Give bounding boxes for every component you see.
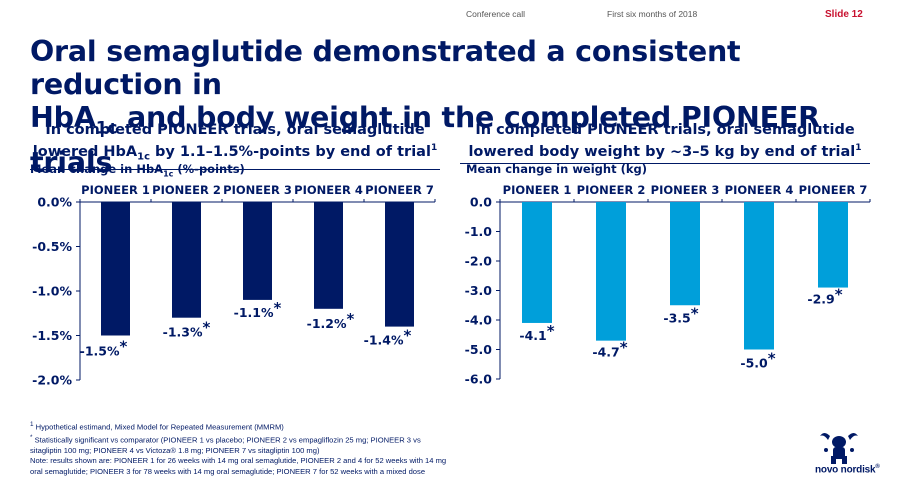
bar	[172, 202, 201, 318]
data-label: -5.0*	[740, 350, 775, 371]
right-heading-text: lowered body weight by ~3–5 kg by end of…	[468, 143, 856, 160]
significance-star: *	[835, 286, 843, 304]
title-line-2: HbA1c and body weight in the completed P…	[30, 101, 880, 179]
left-heading-sub: 1c	[137, 151, 150, 163]
right-heading-line-2: lowered body weight by ~3–5 kg by end of…	[460, 139, 870, 161]
data-label: -2.9*	[807, 286, 842, 307]
footnote-1-text: Hypothetical estimand, Mixed Model for R…	[33, 422, 284, 432]
bar	[596, 202, 626, 341]
logo-wordmark: novo nordisk®	[815, 464, 880, 475]
logo-registered-mark: ®	[875, 464, 880, 470]
left-heading-line-1: In completed PIONEER trials, oral semagl…	[45, 122, 425, 138]
y-tick-label: -3.0	[465, 283, 493, 298]
right-heading-footnote-mark: 1	[855, 143, 862, 153]
right-axis-title: Mean change in weight (kg)	[466, 162, 647, 176]
category-label: PIONEER 1	[503, 183, 572, 197]
y-tick-label: -4.0	[465, 313, 493, 328]
category-label: PIONEER 7	[365, 183, 434, 197]
bar	[385, 202, 414, 327]
significance-star: *	[768, 350, 776, 368]
title-rest: and body weight in the completed PIONEER…	[30, 101, 820, 179]
footnote-1-mark: 1	[30, 421, 34, 428]
footnote-2: * Statistically significant vs comparato…	[30, 433, 450, 456]
category-label: PIONEER 2	[577, 183, 646, 197]
data-label: -4.1*	[519, 322, 554, 343]
bar	[101, 202, 130, 336]
category-label: PIONEER 1	[81, 183, 150, 197]
left-heading-post: by 1.1–1.5%-points by end of trial	[150, 143, 431, 160]
y-tick-label: -0.5%	[32, 239, 72, 254]
conference-label: Conference call	[466, 9, 526, 19]
data-label: -1.3%*	[163, 319, 211, 340]
data-label: -1.4%*	[364, 327, 412, 348]
left-heading-footnote-mark: 1	[430, 143, 438, 153]
y-tick-label: -6.0	[465, 372, 493, 387]
hba1c-bar-chart: 0.0% -0.5% -1.0% -1.5% -2.0% PIONEER 1 -1.5%* P…	[32, 183, 436, 388]
bar	[744, 202, 774, 350]
category-label: PIONEER 7	[799, 183, 868, 197]
y-tick-label: -1.5%	[32, 328, 72, 343]
period-label: First six months of 2018	[607, 9, 698, 19]
significance-star: *	[274, 299, 282, 317]
y-tick-label: 0.0	[470, 195, 492, 210]
logo-text: novo nordisk	[815, 464, 876, 476]
footnote-note: Note: results shown are: PIONEER 1 for 2…	[30, 456, 447, 476]
bar	[670, 202, 700, 306]
right-heading-line-1: In completed PIONEER trials, oral semagl…	[475, 122, 855, 138]
left-axis-title-pre: Mean change in HbA	[30, 162, 164, 176]
y-tick-label: -1.0	[465, 224, 493, 239]
significance-star: *	[404, 327, 412, 345]
y-tick-label: -1.0%	[32, 284, 72, 299]
left-axis-title-sub: 1c	[163, 169, 174, 179]
y-tick-label: -2.0	[465, 254, 493, 269]
footnotes: 1 Hypothetical estimand, Mixed Model for…	[30, 420, 450, 477]
y-tick-label: 0.0%	[37, 195, 72, 210]
weight-bar-chart: 0.0 -1.0 -2.0 -3.0 -4.0 -5.0 -6.0 PIONEER 1 -4.1…	[465, 183, 871, 387]
data-label: -1.2%*	[307, 310, 355, 331]
significance-star: *	[347, 310, 355, 328]
left-heading-pre: lowered HbA	[32, 143, 138, 160]
category-label: PIONEER 4	[294, 183, 363, 197]
significance-star: *	[203, 319, 211, 337]
footnote-1: 1 Hypothetical estimand, Mixed Model for…	[30, 420, 450, 433]
page-title: Oral semaglutide demonstrated a consiste…	[30, 35, 880, 179]
significance-star: *	[691, 304, 699, 322]
footnote-2-text: Statistically significant vs comparator …	[30, 435, 421, 455]
significance-star: *	[547, 322, 555, 340]
category-label: PIONEER 3	[651, 183, 720, 197]
title-hba-subscript: 1c	[95, 118, 118, 139]
category-label: PIONEER 2	[152, 183, 221, 197]
left-heading-line-2: lowered HbA1c by 1.1–1.5%-points by end …	[30, 139, 440, 167]
right-panel-heading: In completed PIONEER trials, oral semagl…	[460, 121, 870, 164]
y-tick-label: -2.0%	[32, 373, 72, 388]
category-label: PIONEER 4	[725, 183, 794, 197]
bar	[818, 202, 848, 288]
left-panel-heading: In completed PIONEER trials, oral semagl…	[30, 121, 440, 170]
apis-bull-icon	[820, 433, 858, 464]
data-label: -3.5*	[663, 304, 698, 325]
slide-number: Slide 12	[825, 9, 863, 20]
y-tick-label: -5.0	[465, 342, 493, 357]
data-label: -1.1%*	[234, 299, 282, 320]
bar	[522, 202, 552, 323]
left-axis-title: Mean change in HbA1c (%-points)	[30, 162, 245, 178]
left-axis-title-post: (%-points)	[173, 162, 245, 176]
bar	[314, 202, 343, 309]
footnote-2-mark: *	[30, 433, 33, 441]
data-label: -1.5%*	[80, 338, 128, 359]
title-line-1: Oral semaglutide demonstrated a consiste…	[30, 35, 741, 101]
title-hba: HbA	[30, 101, 96, 134]
category-label: PIONEER 3	[223, 183, 292, 197]
significance-star: *	[620, 339, 628, 357]
significance-star: *	[120, 338, 128, 356]
data-label: -4.7*	[592, 339, 627, 360]
bar	[243, 202, 272, 300]
